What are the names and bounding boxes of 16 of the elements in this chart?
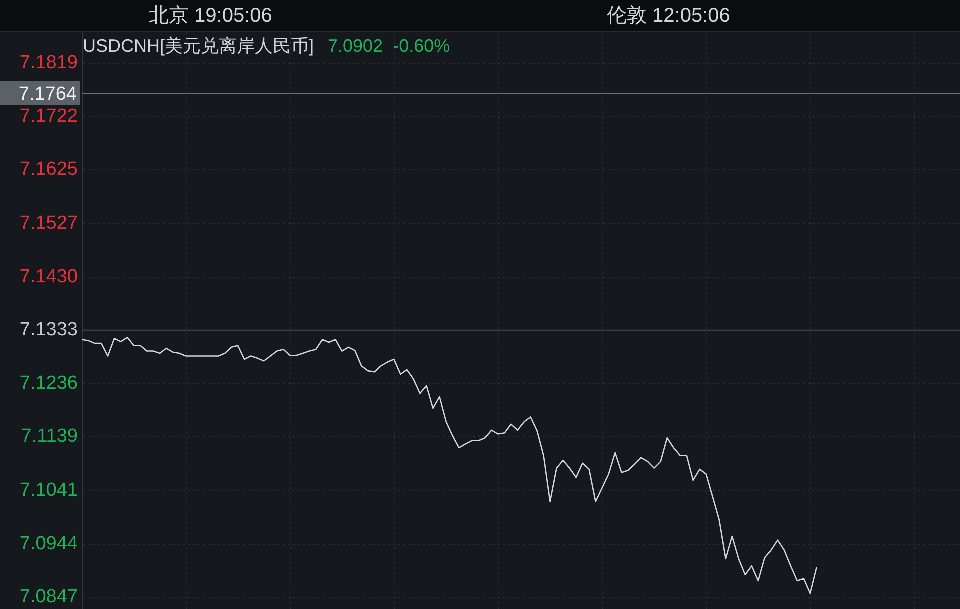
y-tick-label: 7.1625 <box>20 159 78 180</box>
y-tick-label: 7.1819 <box>20 52 78 74</box>
y-tick-label: 7.1430 <box>20 266 78 288</box>
y-tick-label: 7.0944 <box>20 533 78 554</box>
chart-title: USDCNH[美元兑离岸人民币] <box>83 36 314 56</box>
text: 北京 19:05:06 <box>149 5 272 27</box>
text: 伦敦 12:05:06 <box>607 5 730 27</box>
chart-subtitle: 7.0902 -0.60% <box>328 36 450 56</box>
y-tick-label: 7.1041 <box>20 480 78 502</box>
y-tick-label: 7.1139 <box>21 426 78 448</box>
y-tick-label: 7.0847 <box>20 586 78 608</box>
y-tick-label: 7.1236 <box>20 372 78 394</box>
y-tick-label: 7.1722 <box>20 106 78 127</box>
y-tick-label: 7.1527 <box>20 213 78 234</box>
ref-line-label: 7.1764 <box>18 84 78 105</box>
y-tick-label: 7.1333 <box>20 320 78 341</box>
